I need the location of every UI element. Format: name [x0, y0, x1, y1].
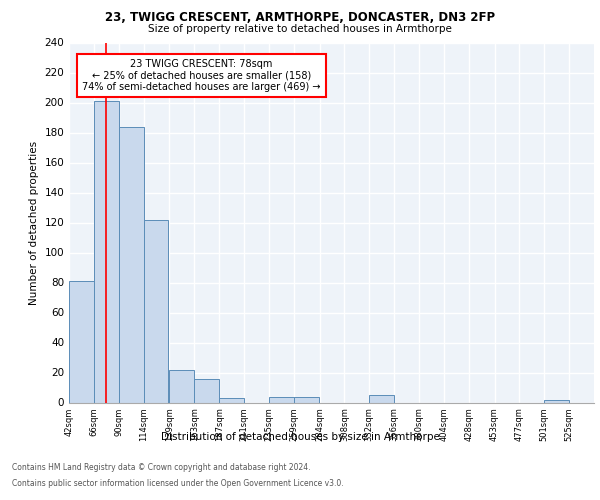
Bar	[119, 126, 143, 402]
Bar	[294, 396, 319, 402]
Bar	[194, 378, 219, 402]
Text: Size of property relative to detached houses in Armthorpe: Size of property relative to detached ho…	[148, 24, 452, 34]
Bar	[544, 400, 569, 402]
Bar	[219, 398, 244, 402]
Bar	[269, 396, 294, 402]
Text: 23, TWIGG CRESCENT, ARMTHORPE, DONCASTER, DN3 2FP: 23, TWIGG CRESCENT, ARMTHORPE, DONCASTER…	[105, 11, 495, 24]
Bar	[94, 101, 119, 402]
Bar	[143, 220, 169, 402]
Bar	[369, 395, 394, 402]
Text: Distribution of detached houses by size in Armthorpe: Distribution of detached houses by size …	[161, 432, 439, 442]
Text: Contains HM Land Registry data © Crown copyright and database right 2024.: Contains HM Land Registry data © Crown c…	[12, 464, 311, 472]
Text: Contains public sector information licensed under the Open Government Licence v3: Contains public sector information licen…	[12, 478, 344, 488]
Text: 23 TWIGG CRESCENT: 78sqm
← 25% of detached houses are smaller (158)
74% of semi-: 23 TWIGG CRESCENT: 78sqm ← 25% of detach…	[82, 59, 321, 92]
Bar	[169, 370, 194, 402]
Y-axis label: Number of detached properties: Number of detached properties	[29, 140, 39, 304]
Bar	[69, 281, 94, 402]
